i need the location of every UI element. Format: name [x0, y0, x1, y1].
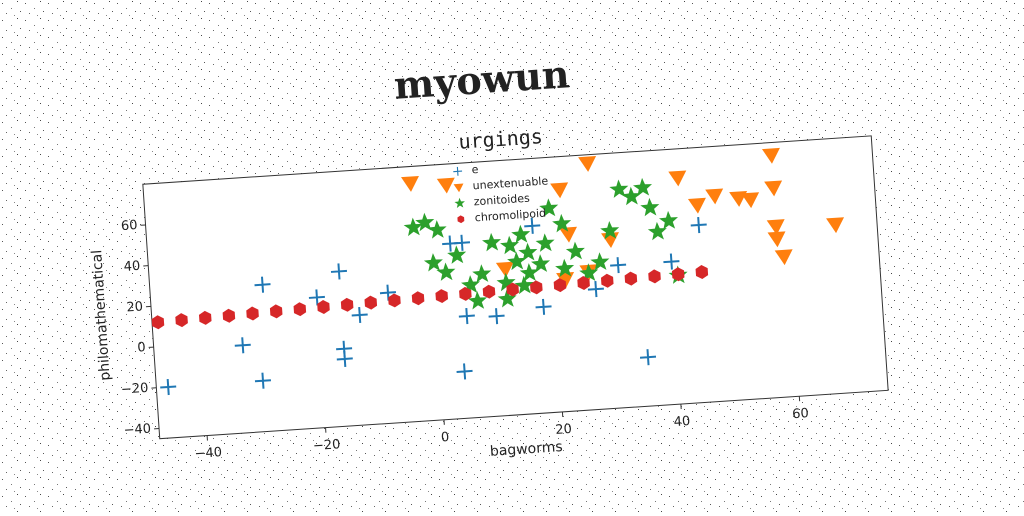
y-tick-label: −40 — [123, 422, 151, 439]
x-tick-label: 20 — [555, 422, 573, 438]
legend-label: e — [471, 163, 479, 176]
y-tick-label: 60 — [121, 218, 139, 234]
y-tick-label: 40 — [123, 259, 141, 275]
y-tick-label: 0 — [137, 340, 146, 356]
x-tick-label: −20 — [313, 437, 341, 454]
x-tick-label: 40 — [673, 414, 691, 430]
x-tick-label: −40 — [194, 445, 222, 462]
y-tick-label: −20 — [121, 381, 149, 398]
x-tick-label: 60 — [792, 406, 810, 422]
y-tick-label: 20 — [126, 299, 144, 315]
x-tick-label: 0 — [441, 430, 450, 446]
